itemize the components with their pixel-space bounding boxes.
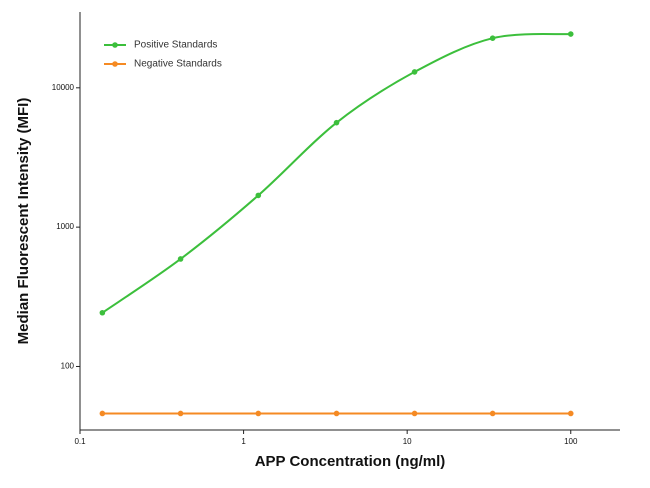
data-point	[567, 410, 574, 417]
x-tick-label: 100	[564, 437, 578, 446]
data-point	[177, 410, 184, 417]
data-point	[255, 410, 262, 417]
x-tick-label: 1	[241, 437, 246, 446]
x-tick-label: 10	[403, 437, 412, 446]
legend-marker	[112, 42, 118, 48]
data-point	[177, 256, 184, 262]
data-point	[333, 410, 340, 417]
data-point	[567, 31, 574, 37]
y-tick-label: 10000	[52, 83, 75, 92]
x-tick-label: 0.1	[74, 437, 86, 446]
legend-marker	[112, 61, 118, 67]
series-line	[101, 33, 571, 314]
legend-label: Negative Standards	[134, 59, 222, 70]
y-axis-label: Median Fluorescent Intensity (MFI)	[15, 98, 32, 345]
legend-label: Positive Standards	[134, 40, 217, 51]
y-tick-label: 100	[61, 362, 75, 371]
x-axis-label: APP Concentration (ng/ml)	[255, 453, 446, 470]
data-point	[255, 192, 262, 199]
data-point	[99, 410, 106, 417]
data-point	[333, 119, 340, 126]
data-point	[411, 410, 418, 417]
data-point	[489, 35, 496, 42]
y-tick-label: 1000	[56, 222, 74, 231]
data-point	[489, 410, 496, 417]
data-point	[99, 309, 106, 316]
data-point	[411, 69, 418, 75]
